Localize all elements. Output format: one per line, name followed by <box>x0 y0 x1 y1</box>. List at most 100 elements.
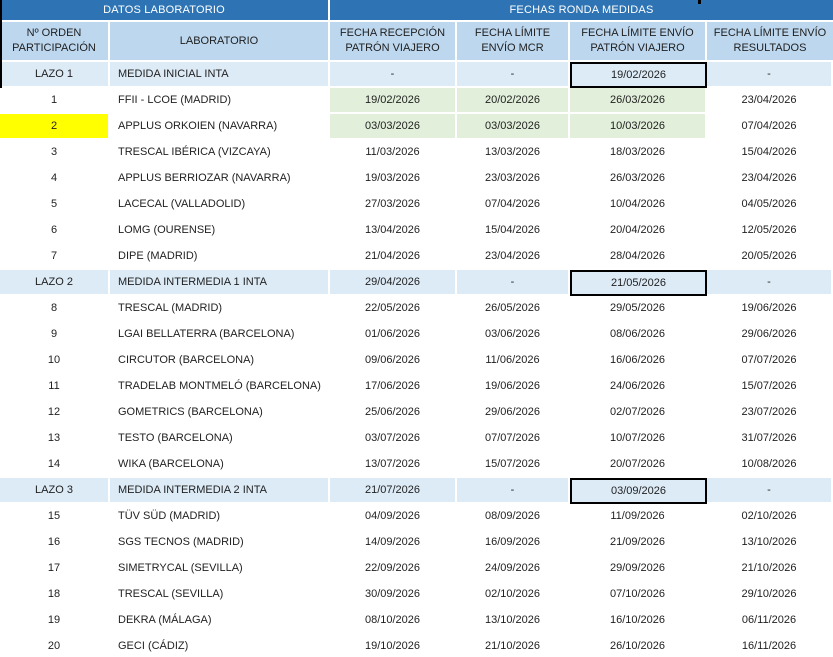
date-cell[interactable]: 24/06/2026 <box>570 374 707 400</box>
date-cell[interactable]: - <box>457 62 570 88</box>
date-cell[interactable]: 16/06/2026 <box>570 348 707 374</box>
date-cell[interactable]: 08/09/2026 <box>457 504 570 530</box>
date-cell[interactable]: 08/10/2026 <box>330 608 457 634</box>
order-cell[interactable]: 6 <box>0 218 110 244</box>
date-cell[interactable]: 11/09/2026 <box>570 504 707 530</box>
date-cell[interactable]: 21/07/2026 <box>330 478 457 504</box>
laboratory-cell[interactable]: MEDIDA INTERMEDIA 1 INTA <box>110 270 330 296</box>
laboratory-cell[interactable]: SGS TECNOS (MADRID) <box>110 530 330 556</box>
col-header-envio-patron[interactable]: FECHA LÍMITE ENVÍO PATRÓN VIAJERO <box>570 22 707 62</box>
date-cell[interactable]: 31/07/2026 <box>707 426 833 452</box>
date-cell[interactable]: 02/10/2026 <box>707 504 833 530</box>
order-cell[interactable]: 14 <box>0 452 110 478</box>
date-cell[interactable]: 21/05/2026 <box>570 270 707 296</box>
date-cell[interactable]: 15/04/2026 <box>707 140 833 166</box>
date-cell[interactable]: 20/02/2026 <box>457 88 570 114</box>
date-cell[interactable]: 26/05/2026 <box>457 296 570 322</box>
date-cell[interactable]: 04/05/2026 <box>707 192 833 218</box>
order-cell[interactable]: 7 <box>0 244 110 270</box>
order-cell[interactable]: LAZO 3 <box>0 478 110 504</box>
date-cell[interactable]: 27/03/2026 <box>330 192 457 218</box>
date-cell[interactable]: 07/04/2026 <box>707 114 833 140</box>
date-cell[interactable]: 19/02/2026 <box>570 62 707 88</box>
date-cell[interactable]: - <box>707 62 833 88</box>
date-cell[interactable]: 19/02/2026 <box>330 88 457 114</box>
date-cell[interactable]: 03/03/2026 <box>457 114 570 140</box>
date-cell[interactable]: 11/03/2026 <box>330 140 457 166</box>
date-cell[interactable]: 23/03/2026 <box>457 166 570 192</box>
order-cell[interactable]: 5 <box>0 192 110 218</box>
laboratory-cell[interactable]: TRESCAL (MADRID) <box>110 296 330 322</box>
date-cell[interactable]: 22/05/2026 <box>330 296 457 322</box>
date-cell[interactable]: 16/09/2026 <box>457 530 570 556</box>
laboratory-cell[interactable]: APPLUS BERRIOZAR (NAVARRA) <box>110 166 330 192</box>
order-cell[interactable]: 4 <box>0 166 110 192</box>
date-cell[interactable]: 26/10/2026 <box>570 634 707 657</box>
col-header-resultados[interactable]: FECHA LÍMITE ENVÍO RESULTADOS <box>707 22 833 62</box>
order-cell[interactable]: LAZO 2 <box>0 270 110 296</box>
date-cell[interactable]: 15/04/2026 <box>457 218 570 244</box>
col-header-recepcion[interactable]: FECHA RECEPCIÓN PATRÓN VIAJERO <box>330 22 457 62</box>
date-cell[interactable]: 21/04/2026 <box>330 244 457 270</box>
order-cell[interactable]: 17 <box>0 556 110 582</box>
date-cell[interactable]: 20/04/2026 <box>570 218 707 244</box>
date-cell[interactable]: 13/03/2026 <box>457 140 570 166</box>
date-cell[interactable]: 07/04/2026 <box>457 192 570 218</box>
date-cell[interactable]: 09/06/2026 <box>330 348 457 374</box>
laboratory-cell[interactable]: TÜV SÜD (MADRID) <box>110 504 330 530</box>
date-cell[interactable]: 18/03/2026 <box>570 140 707 166</box>
date-cell[interactable]: 07/07/2026 <box>457 426 570 452</box>
date-cell[interactable]: 23/04/2026 <box>707 88 833 114</box>
order-cell[interactable]: 1 <box>0 88 110 114</box>
date-cell[interactable]: 07/07/2026 <box>707 348 833 374</box>
col-header-laboratorio[interactable]: LABORATORIO <box>110 22 330 62</box>
laboratory-cell[interactable]: SIMETRYCAL (SEVILLA) <box>110 556 330 582</box>
date-cell[interactable]: 15/07/2026 <box>457 452 570 478</box>
date-cell[interactable]: 29/06/2026 <box>707 322 833 348</box>
date-cell[interactable]: 13/04/2026 <box>330 218 457 244</box>
date-cell[interactable]: 03/03/2026 <box>330 114 457 140</box>
date-cell[interactable]: 30/09/2026 <box>330 582 457 608</box>
date-cell[interactable]: 29/09/2026 <box>570 556 707 582</box>
col-header-orden[interactable]: Nº ORDEN PARTICIPACIÓN <box>0 22 110 62</box>
laboratory-cell[interactable]: LACECAL (VALLADOLID) <box>110 192 330 218</box>
order-cell[interactable]: 8 <box>0 296 110 322</box>
date-cell[interactable]: 21/09/2026 <box>570 530 707 556</box>
order-cell[interactable]: 16 <box>0 530 110 556</box>
order-cell[interactable]: 2 <box>0 114 110 140</box>
order-cell[interactable]: 19 <box>0 608 110 634</box>
laboratory-cell[interactable]: APPLUS ORKOIEN (NAVARRA) <box>110 114 330 140</box>
laboratory-cell[interactable]: TRADELAB MONTMELÓ (BARCELONA) <box>110 374 330 400</box>
date-cell[interactable]: 21/10/2026 <box>707 556 833 582</box>
laboratory-cell[interactable]: CIRCUTOR (BARCELONA) <box>110 348 330 374</box>
date-cell[interactable]: 10/07/2026 <box>570 426 707 452</box>
laboratory-cell[interactable]: GECI (CÁDIZ) <box>110 634 330 657</box>
date-cell[interactable]: 28/04/2026 <box>570 244 707 270</box>
date-cell[interactable]: 22/09/2026 <box>330 556 457 582</box>
date-cell[interactable]: - <box>330 62 457 88</box>
laboratory-cell[interactable]: DIPE (MADRID) <box>110 244 330 270</box>
date-cell[interactable]: 13/07/2026 <box>330 452 457 478</box>
col-header-mcr[interactable]: FECHA LÍMITE ENVÍO MCR <box>457 22 570 62</box>
order-cell[interactable]: 15 <box>0 504 110 530</box>
date-cell[interactable]: 03/09/2026 <box>570 478 707 504</box>
order-cell[interactable]: 9 <box>0 322 110 348</box>
order-cell[interactable]: 13 <box>0 426 110 452</box>
laboratory-cell[interactable]: TESTO (BARCELONA) <box>110 426 330 452</box>
date-cell[interactable]: 12/05/2026 <box>707 218 833 244</box>
date-cell[interactable]: 16/11/2026 <box>707 634 833 657</box>
date-cell[interactable]: 19/10/2026 <box>330 634 457 657</box>
laboratory-cell[interactable]: DEKRA (MÁLAGA) <box>110 608 330 634</box>
date-cell[interactable]: 19/03/2026 <box>330 166 457 192</box>
laboratory-cell[interactable]: TRESCAL IBÉRICA (VIZCAYA) <box>110 140 330 166</box>
laboratory-cell[interactable]: LGAI BELLATERRA (BARCELONA) <box>110 322 330 348</box>
date-cell[interactable]: 17/06/2026 <box>330 374 457 400</box>
order-cell[interactable]: 12 <box>0 400 110 426</box>
date-cell[interactable]: 16/10/2026 <box>570 608 707 634</box>
date-cell[interactable]: 07/10/2026 <box>570 582 707 608</box>
date-cell[interactable]: 29/06/2026 <box>457 400 570 426</box>
date-cell[interactable]: - <box>457 270 570 296</box>
date-cell[interactable]: 23/04/2026 <box>457 244 570 270</box>
band-datos-laboratorio[interactable]: DATOS LABORATORIO <box>0 0 330 22</box>
laboratory-cell[interactable]: LOMG (OURENSE) <box>110 218 330 244</box>
